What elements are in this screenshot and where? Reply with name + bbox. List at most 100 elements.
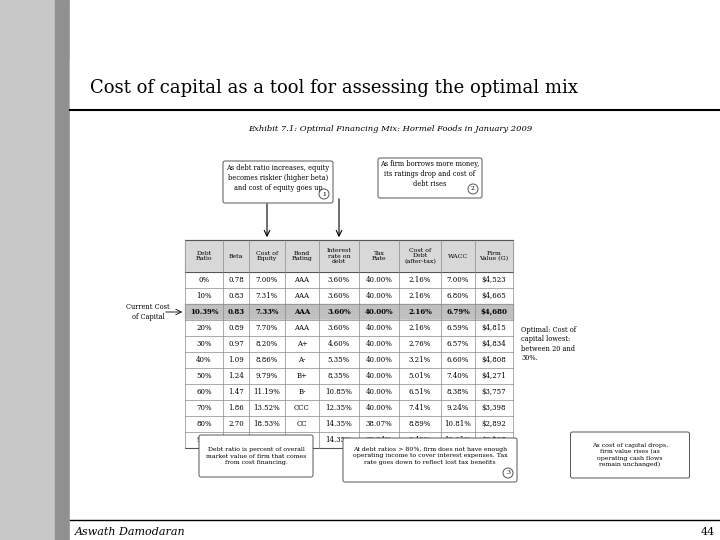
Text: 0%: 0% (199, 276, 210, 284)
Text: Tax
Rate: Tax Rate (372, 251, 387, 261)
Text: 9.49%: 9.49% (409, 436, 431, 444)
Text: Interest
rate on
debt: Interest rate on debt (327, 248, 351, 264)
Text: Bond
Rating: Bond Rating (292, 251, 312, 261)
Text: A-: A- (298, 356, 306, 364)
Text: Aswath Damodaran: Aswath Damodaran (75, 527, 186, 537)
Text: 40.00%: 40.00% (366, 340, 392, 348)
Text: 8.35%: 8.35% (328, 372, 350, 380)
Text: 6.80%: 6.80% (447, 292, 469, 300)
Text: 3: 3 (506, 470, 510, 476)
Bar (185, 288, 513, 304)
Text: 8.20%: 8.20% (256, 340, 278, 348)
Text: $2,597: $2,597 (482, 436, 506, 444)
Text: 40.00%: 40.00% (365, 308, 393, 316)
Text: 9.79%: 9.79% (256, 372, 278, 380)
Text: 2.16%: 2.16% (408, 308, 432, 316)
Text: 1.86: 1.86 (228, 404, 244, 412)
Text: $4,680: $4,680 (480, 308, 508, 316)
Text: 7.00%: 7.00% (256, 276, 278, 284)
Text: B+: B+ (297, 372, 307, 380)
Text: 3.21%: 3.21% (409, 356, 431, 364)
Text: Beta: Beta (229, 253, 243, 259)
FancyBboxPatch shape (343, 438, 517, 482)
Text: 3.60%: 3.60% (328, 324, 350, 332)
Text: $2,892: $2,892 (482, 420, 506, 428)
Text: 70%: 70% (196, 404, 212, 412)
Text: 10%: 10% (196, 292, 212, 300)
Circle shape (503, 468, 513, 478)
Text: 11.19%: 11.19% (253, 388, 280, 396)
Text: AAA: AAA (294, 276, 310, 284)
Text: 6.60%: 6.60% (447, 356, 469, 364)
Bar (185, 368, 513, 384)
Text: 40.00%: 40.00% (366, 324, 392, 332)
Bar (185, 400, 513, 416)
Text: 6.79%: 6.79% (446, 308, 470, 316)
Text: At debt ratios > 80%, firm does not have enough
operating income to cover intere: At debt ratios > 80%, firm does not have… (353, 447, 508, 465)
Text: 2.76%: 2.76% (409, 340, 431, 348)
Text: 12.35%: 12.35% (325, 404, 352, 412)
Text: 7.33%: 7.33% (256, 308, 279, 316)
Bar (185, 240, 513, 448)
Text: 2: 2 (471, 186, 475, 192)
Text: 2.70: 2.70 (228, 420, 244, 428)
Text: 18.53%: 18.53% (253, 420, 280, 428)
Text: 10.85%: 10.85% (325, 388, 352, 396)
Text: $4,523: $4,523 (482, 276, 506, 284)
FancyBboxPatch shape (378, 158, 482, 198)
Circle shape (319, 189, 329, 199)
Text: 5.39: 5.39 (228, 436, 244, 444)
Text: 6.59%: 6.59% (447, 324, 469, 332)
Text: As firm borrows more money,
its ratings drop and cost of
debt rises: As firm borrows more money, its ratings … (380, 160, 480, 188)
Text: 40.00%: 40.00% (366, 388, 392, 396)
Text: 12.01%: 12.01% (444, 436, 472, 444)
Text: 10.81%: 10.81% (444, 420, 472, 428)
Text: 34.70%: 34.70% (253, 436, 280, 444)
Text: 1: 1 (322, 192, 326, 197)
Text: $4,271: $4,271 (482, 372, 506, 380)
Text: 1.09: 1.09 (228, 356, 244, 364)
Bar (0, 0, 55, 540)
Text: B-: B- (298, 388, 306, 396)
Bar (185, 272, 513, 288)
Text: 38.07%: 38.07% (366, 420, 392, 428)
Text: 5.01%: 5.01% (409, 372, 431, 380)
Text: Exhibit 7.1: Optimal Financing Mix: Hormel Foods in January 2009: Exhibit 7.1: Optimal Financing Mix: Horm… (248, 125, 532, 133)
Text: 0.89: 0.89 (228, 324, 244, 332)
Text: Cost of capital as a tool for assessing the optimal mix: Cost of capital as a tool for assessing … (90, 79, 578, 97)
Text: $4,834: $4,834 (482, 340, 506, 348)
Text: 90%: 90% (196, 436, 212, 444)
Bar (185, 336, 513, 352)
Text: 9.24%: 9.24% (447, 404, 469, 412)
Text: 40.00%: 40.00% (366, 276, 392, 284)
Text: 6.51%: 6.51% (409, 388, 431, 396)
Text: 7.40%: 7.40% (447, 372, 469, 380)
Bar (185, 320, 513, 336)
Text: 40.00%: 40.00% (366, 404, 392, 412)
FancyBboxPatch shape (570, 432, 690, 478)
Text: 40.00%: 40.00% (366, 372, 392, 380)
Text: AAA: AAA (294, 292, 310, 300)
Text: 6.57%: 6.57% (447, 340, 469, 348)
Text: 7.70%: 7.70% (256, 324, 278, 332)
Text: 1.47: 1.47 (228, 388, 244, 396)
Text: Cost of
Debt
(after-tax): Cost of Debt (after-tax) (404, 248, 436, 265)
Text: $4,808: $4,808 (482, 356, 506, 364)
Text: 40.00%: 40.00% (366, 292, 392, 300)
Text: 3.60%: 3.60% (328, 292, 350, 300)
Text: 0.83: 0.83 (228, 292, 244, 300)
Circle shape (468, 184, 478, 194)
Bar (185, 416, 513, 432)
Text: 3.60%: 3.60% (328, 276, 350, 284)
Text: 44: 44 (701, 527, 715, 537)
Text: 80%: 80% (196, 420, 212, 428)
Text: Debt
Ratio: Debt Ratio (196, 251, 212, 261)
Bar (55, 0, 70, 540)
Text: 3.60%: 3.60% (327, 308, 351, 316)
Text: AAA: AAA (294, 324, 310, 332)
Text: Debt ratio is percent of overall
market value of firm that comes
from cost finan: Debt ratio is percent of overall market … (206, 447, 306, 465)
Text: $3,757: $3,757 (482, 388, 506, 396)
Bar (185, 384, 513, 400)
Text: Cost of
Equity: Cost of Equity (256, 251, 278, 261)
Text: Optimal: Cost of
capital lowest:
between 20 and
30%.: Optimal: Cost of capital lowest: between… (521, 326, 576, 362)
